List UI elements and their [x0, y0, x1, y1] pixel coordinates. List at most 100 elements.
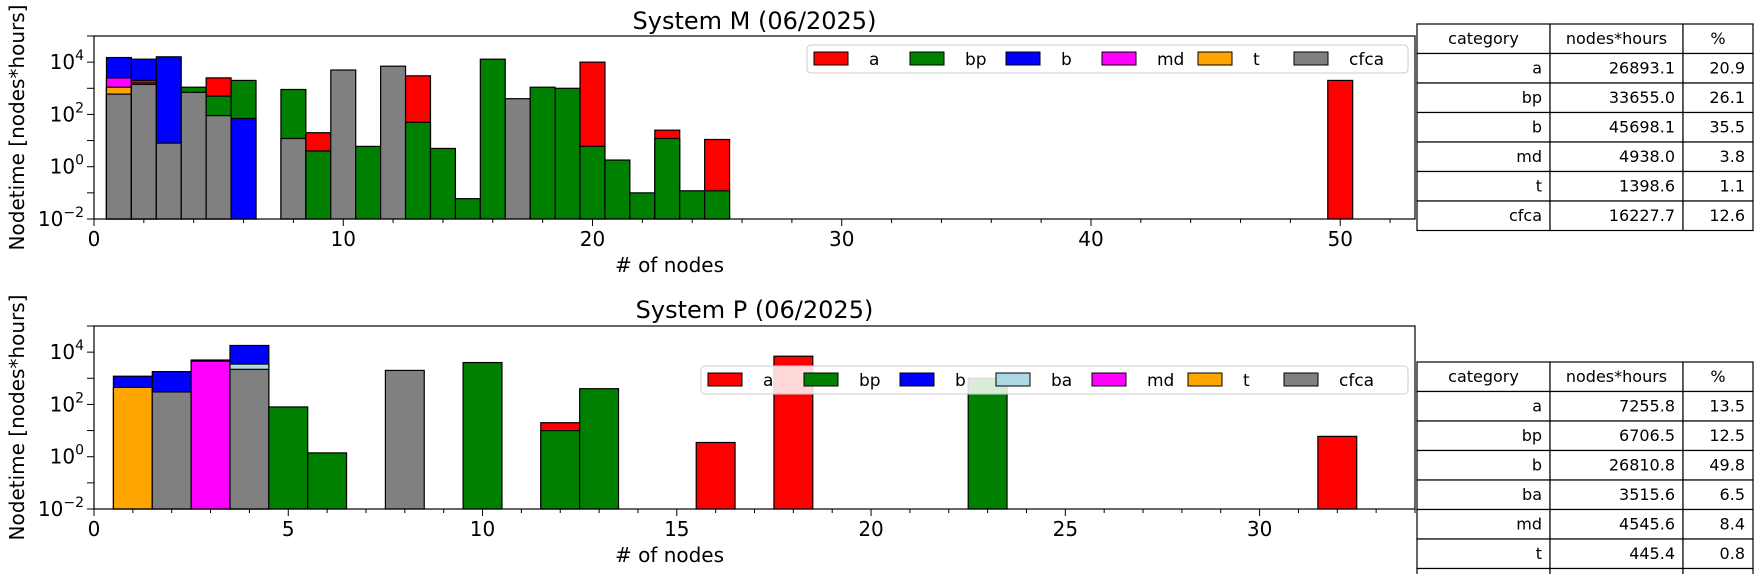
bar-bp-14 — [429, 147, 457, 220]
bar-bp-24 — [679, 190, 706, 220]
legend-label-a: a — [763, 371, 773, 391]
y-tick-label: 10−2 — [38, 205, 84, 231]
table-cell — [1549, 479, 1684, 511]
bar-a-16 — [695, 441, 736, 510]
x-axis-label: # of nodes — [615, 543, 724, 567]
chart-title: System M (06/2025) — [633, 7, 877, 35]
table-cell — [1416, 170, 1551, 202]
y-tick-label: 104 — [50, 338, 84, 364]
bar-cfca-5 — [205, 115, 232, 220]
bar-cfca-4 — [229, 368, 270, 510]
table-cell — [1416, 82, 1551, 114]
legend-label-md: md — [1157, 50, 1184, 70]
table-header: category — [1448, 367, 1519, 386]
legend-label-bp: bp — [859, 371, 881, 391]
table-cell — [1682, 82, 1754, 114]
table-cell — [1549, 23, 1684, 55]
table-cell — [1416, 390, 1551, 422]
bar-cfca-12 — [380, 65, 407, 220]
bar-a-50 — [1327, 79, 1354, 220]
bar-bp-21 — [604, 159, 631, 220]
x-tick-label: 0 — [88, 227, 101, 251]
table-cell — [1682, 52, 1754, 84]
table-value: 16227.7 — [1609, 206, 1675, 225]
table-cell — [1549, 508, 1684, 540]
legend-swatch-b — [899, 372, 935, 387]
table-value: 6706.5 — [1619, 426, 1675, 445]
legend-swatch-b — [1005, 51, 1041, 66]
bar-t-1 — [112, 386, 153, 510]
y-axis-label: Nodetime [nodes*hours] — [5, 5, 29, 251]
legend-label-ba: ba — [1051, 371, 1072, 391]
table-cell — [1549, 361, 1684, 393]
table-cell — [1416, 538, 1551, 570]
table-cell — [1416, 23, 1551, 55]
y-tick-label: 104 — [50, 48, 84, 74]
table-value: t — [1536, 177, 1542, 196]
table-value: md — [1516, 515, 1542, 534]
table-header: category — [1448, 29, 1519, 48]
bar-bp-9 — [305, 150, 332, 220]
table-value: b — [1532, 118, 1542, 137]
bar-bp-5 — [268, 406, 309, 510]
table-value: md — [1516, 147, 1542, 166]
bar-bp-18 — [529, 86, 556, 220]
table-cell — [1682, 200, 1754, 232]
table-value: 45698.1 — [1609, 118, 1675, 137]
x-tick-label: 5 — [282, 517, 295, 541]
table-cell — [1682, 23, 1754, 55]
legend-label-a: a — [869, 50, 879, 70]
bar-bp-25 — [704, 190, 731, 220]
table-cell — [1549, 52, 1684, 84]
legend-label-b: b — [1061, 50, 1072, 70]
table-value: bp — [1522, 426, 1542, 445]
table-value: a — [1532, 59, 1542, 78]
legend-swatch-t — [1197, 51, 1233, 66]
bar-bp-11 — [355, 145, 382, 220]
table-cell — [1416, 420, 1551, 452]
legend-swatch-a — [707, 372, 743, 387]
table-cell — [1682, 449, 1754, 481]
table-cell — [1682, 390, 1754, 422]
y-tick-label: 102 — [50, 100, 84, 126]
legend-label-t: t — [1243, 371, 1250, 391]
bar-bp-12 — [540, 429, 581, 510]
table-value: 12.6 — [1709, 206, 1745, 225]
table-value: 8.4 — [1720, 515, 1745, 534]
table-value: 33655.0 — [1609, 88, 1675, 107]
bar-bp-10 — [462, 361, 503, 510]
legend-box — [700, 365, 1409, 395]
table-cell — [1549, 111, 1684, 143]
table-cell — [1682, 538, 1754, 570]
y-axis-label: Nodetime [nodes*hours] — [5, 295, 29, 541]
table-cell — [1682, 508, 1754, 540]
table-cell — [1682, 479, 1754, 511]
table-header: nodes*hours — [1566, 29, 1667, 48]
table-header: % — [1710, 29, 1725, 48]
legend-label-md: md — [1147, 371, 1174, 391]
table-value: t — [1536, 544, 1542, 563]
table-cell — [1416, 479, 1551, 511]
bar-bp-6 — [307, 452, 348, 510]
table-cell — [1549, 141, 1684, 173]
table-value: ba — [1522, 485, 1542, 504]
table-cell — [1416, 111, 1551, 143]
table-value: 4938.0 — [1619, 147, 1675, 166]
table-value: 7255.8 — [1619, 397, 1675, 416]
bar-cfca-1 — [105, 93, 132, 220]
legend-swatch-t — [1187, 372, 1223, 387]
chart-title: System P (06/2025) — [636, 296, 874, 324]
table-cell — [1682, 111, 1754, 143]
legend-label-bp: bp — [965, 50, 987, 70]
legend-swatch-bp — [909, 51, 945, 66]
bar-bp-23 — [967, 377, 1008, 510]
x-tick-label: 10 — [331, 227, 356, 251]
bar-cfca-3 — [155, 142, 182, 220]
summary-table: category nodes*hours % a 7255.8 13.5 bp 6706.5 1… — [1416, 361, 1754, 578]
bar-cfca-17 — [504, 98, 531, 220]
table-value: 6.5 — [1720, 485, 1745, 504]
table-value: 3.8 — [1720, 147, 1745, 166]
bar-cfca-2 — [130, 83, 157, 220]
legend-swatch-bp — [803, 372, 839, 387]
